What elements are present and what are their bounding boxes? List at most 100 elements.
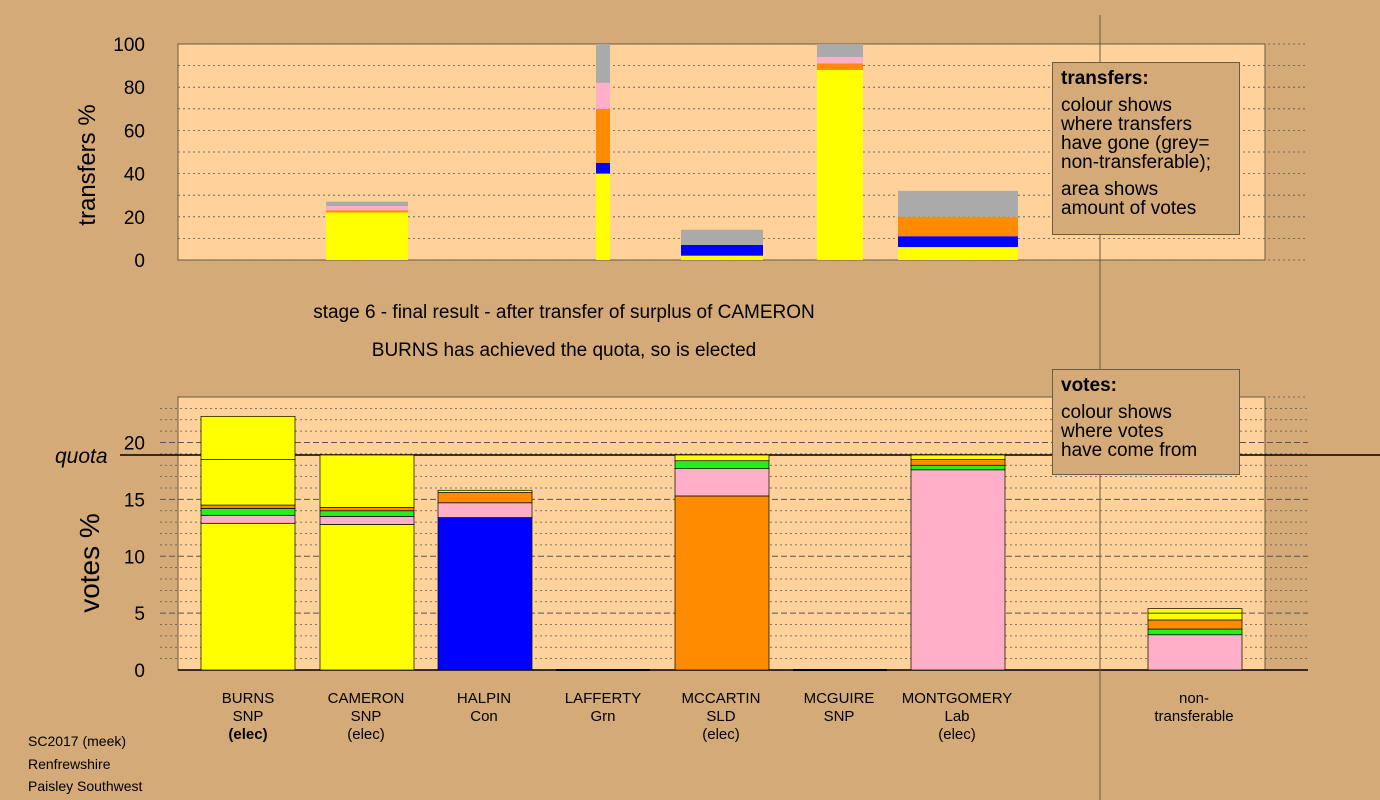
candidate-label-halpin: HALPIN Con — [419, 690, 549, 726]
transfer-segment — [596, 162, 610, 174]
votes-y-axis-label: votes % — [74, 513, 105, 613]
transfers-legend-title: transfers: — [1061, 68, 1149, 89]
candidate-name: BURNS — [221, 690, 275, 707]
candidate-party: SLD — [706, 708, 736, 725]
candidate-status: (elec) — [702, 726, 740, 743]
transfers-y-tick-label: 100 — [113, 35, 145, 56]
votes-y-tick-label: 10 — [124, 547, 145, 568]
candidate-label-mcguire: MCGUIRE SNP — [774, 690, 904, 726]
transfers-y-tick-label: 80 — [124, 78, 145, 99]
vote-segment — [674, 460, 770, 470]
vote-segment — [1147, 628, 1243, 636]
vote-segment — [319, 454, 415, 508]
transfer-segment — [596, 108, 610, 163]
candidate-party: Grn — [590, 708, 616, 725]
candidate-name: MCCARTIN — [681, 690, 761, 707]
vote-segment — [200, 514, 296, 524]
vote-segment — [437, 492, 533, 504]
vote-segment — [319, 524, 415, 671]
candidate-name: HALPIN — [456, 690, 512, 707]
vote-segment — [437, 517, 533, 671]
footer-election: SC2017 (meek) — [28, 733, 127, 749]
candidate-label-montgomery: MONTGOMERY Lab (elec) — [892, 690, 1022, 744]
transfer-segment — [326, 201, 408, 206]
candidate-label-burns: BURNS SNP (elec) — [183, 690, 313, 744]
vote-segment — [200, 459, 296, 506]
vote-segment — [674, 468, 770, 497]
transfer-segment — [681, 244, 763, 256]
transfer-segment — [817, 56, 863, 64]
candidate-name: CAMERON — [327, 690, 405, 707]
transfers-legend-line: amount of votes — [1061, 198, 1197, 219]
candidate-name: non- — [1178, 690, 1210, 707]
vote-segment — [1147, 634, 1243, 671]
quota-label: quota — [55, 445, 108, 468]
candidate-party: SNP — [823, 708, 855, 725]
candidate-party: Lab — [944, 708, 970, 725]
transfers-y-tick-label: 20 — [124, 208, 145, 229]
transfer-segment — [898, 247, 1018, 260]
candidate-name: MCGUIRE — [803, 690, 875, 707]
vote-segment — [674, 495, 770, 671]
candidate-party: SNP — [350, 708, 382, 725]
vote-segment — [1147, 612, 1243, 621]
transfers-legend-line: have gone (grey= — [1061, 133, 1210, 154]
votes-y-tick-label: 20 — [124, 434, 145, 455]
candidate-party: Con — [470, 708, 498, 725]
transfer-segment — [898, 236, 1018, 248]
transfer-segment — [898, 216, 1018, 237]
candidate-label-mccartin: MCCARTIN SLD (elec) — [656, 690, 786, 744]
votes-legend: votes: colour shows where votes have com… — [1052, 369, 1240, 475]
vote-segment — [200, 415, 296, 460]
votes-y-tick-label: 0 — [134, 661, 145, 682]
vote-segment — [910, 464, 1006, 471]
votes-y-tick-label: 5 — [134, 604, 145, 625]
transfer-segment — [681, 255, 763, 260]
transfer-segment — [817, 63, 863, 70]
votes-legend-line: colour shows — [1061, 402, 1172, 423]
candidate-label-non-transferable: non- transferable — [1129, 690, 1259, 726]
transfer-segment — [596, 82, 610, 109]
votes-legend-line: where votes — [1061, 421, 1164, 442]
transfer-segment — [596, 44, 610, 83]
candidate-status: (elec) — [938, 726, 976, 743]
footer-ward: Paisley Southwest — [28, 778, 143, 794]
transfers-y-axis-label: transfers % — [74, 104, 101, 225]
vote-segment — [200, 504, 296, 509]
vote-segment — [437, 489, 533, 493]
footer-council: Renfrewshire — [28, 755, 111, 772]
transfer-segment — [326, 210, 408, 213]
vote-segment — [319, 506, 415, 512]
transfers-legend: transfers: colour shows where transfers … — [1052, 62, 1240, 235]
transfers-legend-line: non-transferable); — [1061, 152, 1211, 173]
transfers-legend-line: colour shows — [1061, 95, 1172, 116]
vote-segment — [200, 522, 296, 671]
candidate-name: MONTGOMERY — [901, 690, 1013, 707]
candidate-party: transferable — [1154, 708, 1234, 725]
vote-segment — [319, 510, 415, 517]
candidate-status: (elec) — [347, 726, 385, 743]
transfers-y-tick-label: 40 — [124, 165, 145, 186]
vote-segment — [910, 459, 1006, 466]
transfers-legend-line: where transfers — [1061, 114, 1192, 135]
vote-segment — [674, 454, 770, 462]
transfer-segment — [817, 44, 863, 57]
candidate-name: LAFFERTY — [564, 690, 642, 707]
transfer-segment — [326, 206, 408, 211]
transfers-legend-line: area shows — [1061, 179, 1159, 200]
footer-info: SC2017 (meek) Renfrewshire Paisley South… — [28, 730, 142, 798]
vote-segment — [910, 469, 1006, 671]
vote-segment — [319, 516, 415, 525]
vote-segment — [437, 502, 533, 518]
votes-legend-title: votes: — [1061, 375, 1117, 396]
candidate-party: SNP — [232, 708, 264, 725]
transfer-segment — [681, 229, 763, 245]
vote-segment — [1147, 608, 1243, 614]
transfers-y-tick-label: 0 — [134, 251, 145, 272]
stage-status: BURNS has achieved the quota, so is elec… — [371, 340, 757, 361]
votes-legend-line: have come from — [1061, 440, 1198, 461]
candidate-status: (elec) — [228, 726, 268, 743]
vote-segment — [910, 454, 1006, 460]
transfers-y-tick-label: 60 — [124, 121, 145, 142]
transfer-segment — [817, 69, 863, 260]
